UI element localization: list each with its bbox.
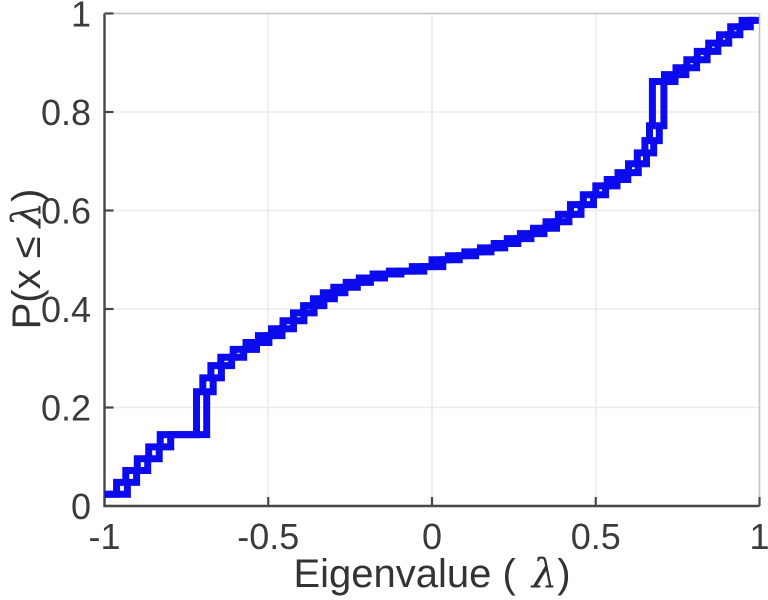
x-tick-label: 1 xyxy=(749,516,768,557)
y-tick-label: 0 xyxy=(71,486,91,527)
y-label-text: P(x xyxy=(5,258,49,330)
y-tick-label: 0.2 xyxy=(41,388,91,429)
x-tick-label: 0.5 xyxy=(571,516,621,557)
x-axis-label: Eigenvalue ( λ) xyxy=(104,552,760,596)
x-tick-label: -0.5 xyxy=(237,516,299,557)
y-tick-label: 0.8 xyxy=(41,92,91,133)
x-tick-label: 0 xyxy=(422,516,442,557)
y-tick-label: 0.4 xyxy=(41,289,91,330)
x-label-text: Eigenvalue ( xyxy=(293,552,516,596)
y-tick-label: 0.6 xyxy=(41,191,91,232)
lambda-symbol: λ xyxy=(531,551,558,597)
x-tick-label: -1 xyxy=(88,516,120,557)
y-tick-label: 1 xyxy=(71,0,91,35)
lambda-symbol: λ xyxy=(4,201,50,228)
ecdf-curve-ecdf-2 xyxy=(104,16,759,498)
ecdf-curve-ecdf-1 xyxy=(104,16,756,498)
leq-symbol: ≤ xyxy=(5,236,49,259)
y-label-close: ) xyxy=(5,188,49,202)
y-axis-label: P(x ≤ λ) xyxy=(4,109,51,409)
x-label-close: ) xyxy=(557,552,571,596)
